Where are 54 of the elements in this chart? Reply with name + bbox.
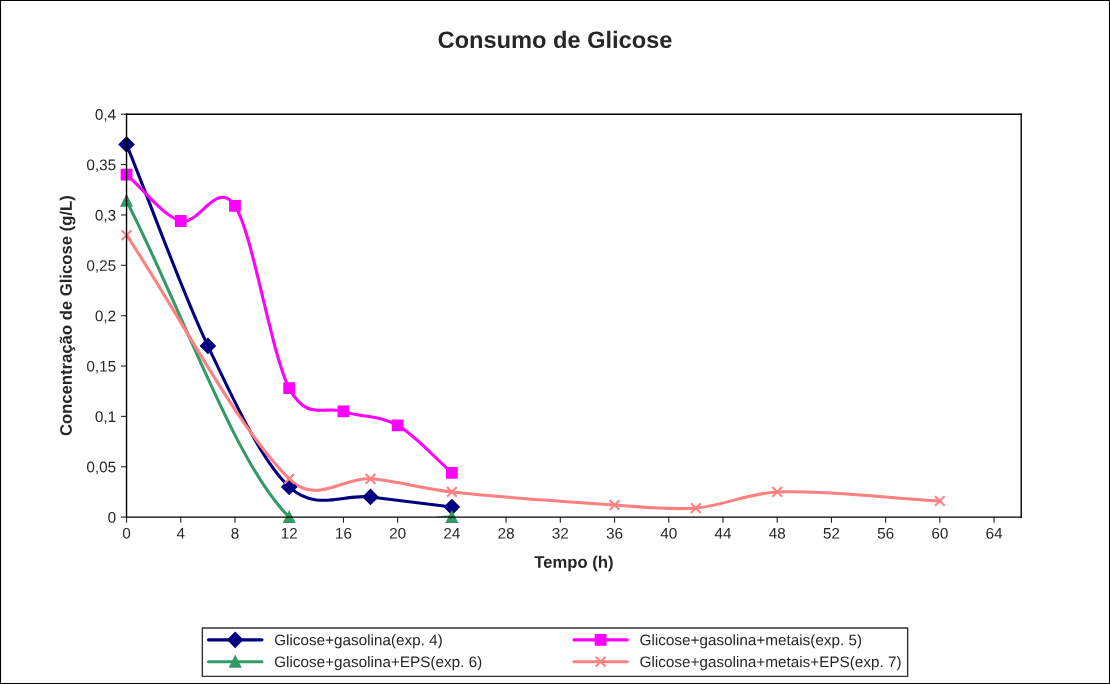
y-tick-label: 0,05 — [86, 461, 116, 475]
point — [364, 472, 377, 485]
point — [283, 472, 296, 485]
x-tick-label: 36 — [606, 527, 623, 539]
point — [229, 199, 241, 212]
y-tick-label: 0,35 — [86, 159, 116, 173]
point — [608, 499, 621, 511]
x-tick-label: 4 — [176, 528, 185, 539]
legend-label: Glicose+gasolina(exp. 4) — [274, 634, 442, 649]
x-tick-label: 44 — [714, 528, 732, 539]
x-tick-label: 12 — [281, 527, 297, 539]
chart-title: Consumo de Glicose — [438, 30, 672, 49]
x-tick-label: 56 — [877, 527, 894, 539]
legend-label: Glicose+gasolina+EPS(exp. 6) — [274, 656, 482, 671]
x-tick-label: 16 — [336, 527, 352, 539]
point — [120, 194, 133, 207]
x-tick-label: 32 — [552, 527, 569, 539]
y-tick-label: 0,3 — [95, 209, 116, 223]
point — [337, 405, 350, 418]
point — [283, 382, 296, 395]
point — [443, 499, 460, 515]
legend-label: Glicose+gasolina+metais+EPS(exp. 7) — [640, 656, 901, 671]
point — [118, 136, 135, 153]
point — [391, 419, 404, 432]
y-tick-label: 0,15 — [86, 360, 116, 374]
y-tick-label: 0,25 — [86, 260, 116, 273]
x-tick-label: 28 — [498, 527, 514, 539]
x-tick-label: 8 — [231, 527, 239, 539]
y-tick-label: 0,2 — [95, 310, 116, 324]
point — [771, 486, 784, 498]
x-tick-label: 40 — [660, 527, 677, 539]
y-axis-title: Concentração de Glicose (g/L) — [59, 196, 76, 436]
x-tick-label: 60 — [932, 527, 948, 539]
point — [174, 215, 187, 227]
point — [199, 337, 216, 354]
point — [689, 502, 702, 514]
y-tick-label: 0,1 — [95, 411, 116, 424]
point — [933, 495, 946, 507]
x-tick-label: 52 — [823, 527, 840, 539]
legend-label: Glicose+gasolina+metais(exp. 5) — [640, 634, 862, 649]
point — [445, 466, 458, 479]
point — [281, 478, 298, 495]
x-tick-label: 0 — [122, 527, 131, 539]
x-tick-label: 24 — [444, 527, 460, 539]
x-axis-title: Tempo (h) — [534, 555, 613, 572]
x-tick-label: 48 — [769, 527, 786, 539]
point — [362, 489, 379, 505]
x-tick-label: 64 — [986, 527, 1003, 539]
y-tick-label: 0,4 — [95, 109, 116, 122]
point — [445, 486, 458, 498]
point — [283, 511, 296, 524]
point — [120, 229, 133, 241]
x-tick-label: 20 — [389, 527, 406, 539]
y-tick-label: 0 — [108, 511, 116, 523]
